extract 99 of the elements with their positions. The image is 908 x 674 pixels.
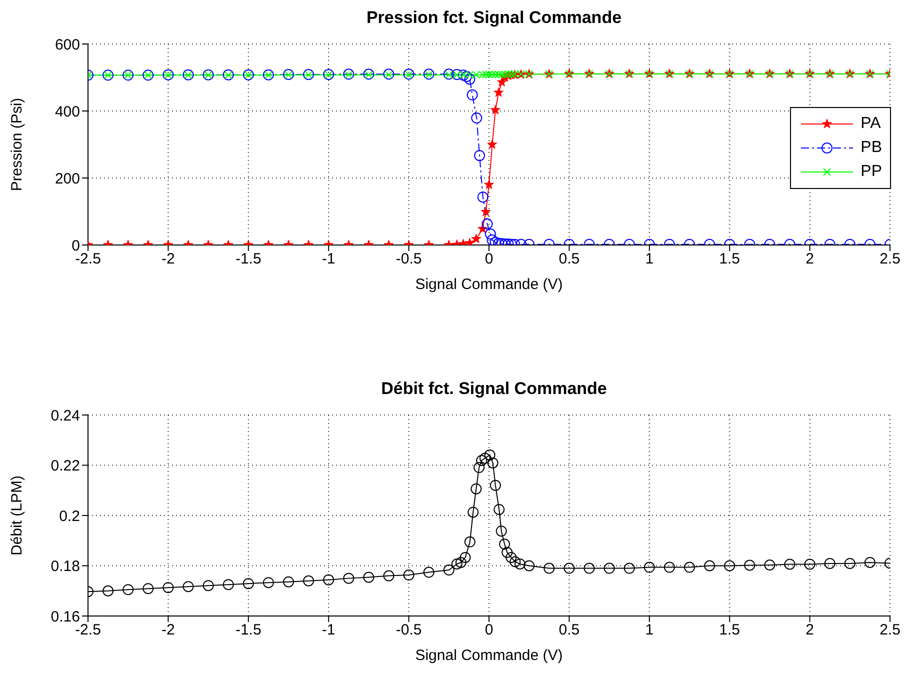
x-tick-label: 1 xyxy=(645,250,654,268)
point xyxy=(464,536,476,548)
legend-label: PP xyxy=(860,163,882,181)
point xyxy=(584,562,595,574)
point xyxy=(484,449,496,460)
y-tick-label: 600 xyxy=(54,36,80,54)
point xyxy=(323,574,334,586)
legend-label: PB xyxy=(860,139,882,157)
x-tick-label: 2 xyxy=(806,622,814,639)
point xyxy=(484,179,494,189)
point xyxy=(764,559,776,570)
point xyxy=(502,546,513,558)
point xyxy=(804,558,816,570)
point xyxy=(470,483,482,494)
x-tick-label: -0.5 xyxy=(396,622,422,639)
point xyxy=(524,560,535,572)
point xyxy=(510,556,521,568)
point xyxy=(506,552,517,563)
point xyxy=(303,575,314,586)
x-tick-label: -1 xyxy=(322,250,336,268)
y-tick-label: 0.22 xyxy=(50,458,80,475)
point xyxy=(544,562,555,574)
point xyxy=(864,556,876,568)
point xyxy=(474,150,486,162)
x-tick-label: -1.5 xyxy=(235,622,262,639)
point xyxy=(242,578,254,590)
point xyxy=(490,104,500,114)
point xyxy=(479,452,490,464)
point xyxy=(443,564,454,576)
point xyxy=(455,556,466,568)
point xyxy=(644,562,655,573)
x-tick-label: -1.5 xyxy=(235,250,262,268)
point xyxy=(499,538,510,550)
y-tick-label: 0.2 xyxy=(59,508,80,525)
chart-title: Pression fct. Signal Commande xyxy=(365,8,623,29)
point xyxy=(162,582,174,594)
x-tick-label: 1.5 xyxy=(719,250,740,268)
point xyxy=(474,462,485,474)
point xyxy=(464,74,476,85)
legend-label: PA xyxy=(860,115,881,133)
point xyxy=(494,87,504,97)
x-tick-label: 2 xyxy=(806,250,814,268)
y-tick-label: 200 xyxy=(54,170,80,188)
point xyxy=(490,480,501,491)
x-tick-label: 0 xyxy=(484,250,494,268)
point xyxy=(514,558,526,570)
point xyxy=(487,457,498,468)
point xyxy=(122,584,134,596)
point xyxy=(604,562,615,574)
point xyxy=(744,560,756,571)
point xyxy=(202,580,214,592)
point xyxy=(283,576,294,588)
x-axis-title: Signal Commande (V) xyxy=(415,276,563,293)
point xyxy=(262,577,274,588)
x-tick-label: 0.5 xyxy=(558,622,580,639)
point xyxy=(784,558,796,570)
x-tick-label: 2.5 xyxy=(880,622,900,639)
y-tick-label: 0.24 xyxy=(50,407,80,424)
point xyxy=(466,89,478,100)
point xyxy=(182,581,194,592)
y-axis-title: Pression (Psi) xyxy=(8,98,26,192)
x-tick-label: -2 xyxy=(162,250,175,268)
point xyxy=(363,572,374,583)
point xyxy=(383,570,394,582)
point xyxy=(222,579,234,590)
point xyxy=(684,562,695,573)
x-tick-label: -1 xyxy=(322,622,336,639)
x-tick-label: 0.5 xyxy=(558,250,580,268)
point xyxy=(487,139,498,149)
x-tick-label: 1 xyxy=(645,622,654,639)
point xyxy=(476,454,488,466)
point xyxy=(142,583,154,594)
x-tick-label: 0 xyxy=(484,622,494,639)
x-tick-label: 2.5 xyxy=(880,250,900,268)
x-axis-title: Signal Commande (V) xyxy=(415,647,563,664)
point xyxy=(564,562,575,574)
point xyxy=(460,552,471,563)
point xyxy=(102,585,114,596)
point xyxy=(468,506,479,518)
y-axis-title: Débit (LPM) xyxy=(8,475,26,556)
chart-title: Débit fct. Signal Commande xyxy=(380,379,608,400)
point xyxy=(494,504,505,515)
point xyxy=(624,562,635,574)
point xyxy=(664,562,675,573)
point xyxy=(471,112,482,124)
point xyxy=(423,566,434,578)
y-tick-label: 400 xyxy=(54,103,80,120)
y-tick-label: 0.18 xyxy=(50,558,80,576)
point xyxy=(824,558,836,569)
point xyxy=(451,558,462,570)
point xyxy=(343,572,354,584)
x-tick-label: 1.5 xyxy=(719,622,740,639)
point xyxy=(724,560,736,572)
point xyxy=(496,526,507,537)
x-tick-label: -0.5 xyxy=(396,250,422,268)
x-tick-label: -2 xyxy=(162,622,175,639)
point xyxy=(704,560,716,572)
point xyxy=(844,558,856,569)
point xyxy=(403,570,414,581)
